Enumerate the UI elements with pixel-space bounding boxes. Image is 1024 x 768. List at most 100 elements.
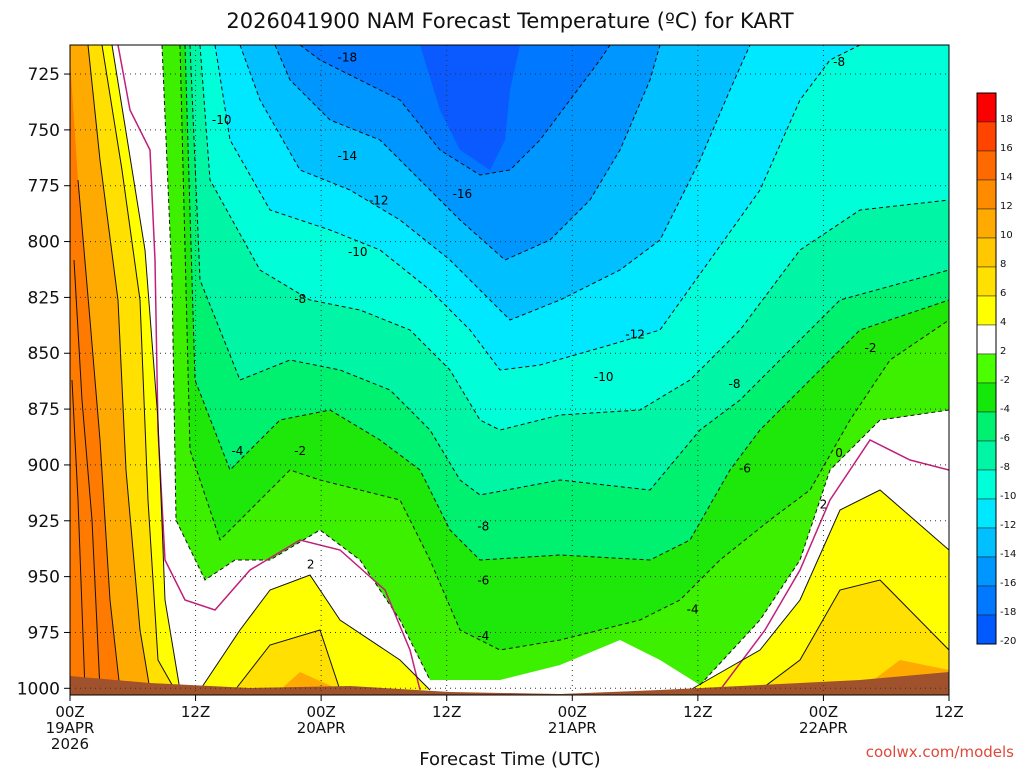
contour-label: -16 [453, 187, 473, 201]
contour-label: -8 [477, 520, 489, 534]
field-band-dark-orange [70, 60, 120, 690]
contour-plus4-mid [234, 629, 341, 691]
contour-plus8-left [77, 179, 121, 691]
dashed-contours [161, 45, 949, 686]
colorbar-swatch [976, 527, 997, 558]
colorbar-swatch [976, 469, 997, 500]
colorbar-swatch [976, 237, 997, 268]
colorbar-label: -2 [1000, 375, 1010, 386]
x-tick-label: 12Z [432, 703, 461, 721]
field-band-minus20 [420, 45, 520, 170]
y-axis: 725 750 775 800 825 850 875 900 925 950 975 1000 [17, 65, 70, 699]
colorbar-label: 12 [1000, 201, 1013, 212]
colorbar-swatch [976, 324, 997, 355]
y-tick-label: 875 [28, 400, 60, 420]
colorbar-swatch [976, 353, 997, 384]
colorbar-label: -18 [1000, 607, 1016, 618]
contour-label: -18 [337, 51, 357, 65]
contour-plus2-mid [199, 574, 431, 691]
x-tick-label: 19APR [46, 719, 95, 737]
x-tick-label: 12Z [683, 703, 712, 721]
colorbar-label: 6 [1000, 288, 1006, 299]
colorbar-label: -6 [1000, 433, 1010, 444]
y-tick-label: 800 [28, 233, 60, 253]
contour-plus12-left [71, 379, 86, 691]
colorbar-label: 4 [1000, 317, 1006, 328]
solid-contours [71, 45, 949, 691]
contour-plus10-left [73, 259, 101, 691]
colorbar-label: 10 [1000, 230, 1013, 241]
contour-plus2-left [111, 45, 181, 691]
colorbar-swatch [976, 179, 997, 210]
colorbar-label: -20 [1000, 636, 1016, 647]
colorbar-swatch [976, 498, 997, 529]
contour-minus8 [189, 45, 949, 496]
contour-label: -4 [231, 444, 243, 458]
contour-plus4-right [759, 579, 949, 691]
plot-frame [69, 44, 950, 696]
colorbar-swatch [976, 150, 997, 181]
x-tick-label: 00Z [55, 703, 84, 721]
terrain-band [70, 672, 949, 695]
contour-label: -6 [477, 573, 489, 587]
y-tick-label: 725 [28, 65, 60, 85]
y-tick-label: 925 [28, 512, 60, 532]
contour-label: -8 [833, 55, 845, 69]
colorbar-swatch [976, 411, 997, 442]
contour-label: 2 [820, 497, 828, 511]
colorbar-swatch [976, 295, 997, 326]
contour-label: -10 [348, 245, 368, 259]
y-tick-label: 750 [28, 121, 60, 141]
credit-text: coolwx.com/models [866, 743, 1014, 761]
colorbar-label: -14 [1000, 549, 1016, 560]
contour-label: -4 [477, 629, 489, 643]
colorbar-swatch [976, 614, 997, 645]
contour-minus6 [184, 45, 949, 561]
contour-label: -2 [865, 341, 877, 355]
contour-plus2-right [689, 489, 949, 691]
y-tick-label: 975 [28, 623, 60, 643]
chart-title: 2026041900 NAM Forecast Temperature (ºC)… [226, 9, 793, 33]
colorbar-swatch [976, 266, 997, 297]
colorbar-label: 14 [1000, 172, 1013, 183]
colorbar-label: 18 [1000, 114, 1013, 125]
colorbar-label: 16 [1000, 143, 1013, 154]
contour-minus14 [239, 45, 751, 321]
colorbar-swatch [976, 208, 997, 239]
contour-label: -12 [625, 328, 645, 342]
x-tick-label: 12Z [934, 703, 963, 721]
colorbar-label: -16 [1000, 578, 1016, 589]
contour-label: -8 [728, 377, 740, 391]
contour-minus4 [179, 45, 949, 651]
x-tick-label: 21APR [548, 719, 597, 737]
contour-plus4-left [101, 45, 176, 691]
colorbar-label: -12 [1000, 520, 1016, 531]
colorbar-label: -4 [1000, 404, 1010, 415]
y-tick-label: 825 [28, 288, 60, 308]
x-tick-label: 00Z [809, 703, 838, 721]
colorbar-swatch [976, 92, 997, 123]
colorbar-label: 2 [1000, 346, 1006, 357]
colorbar-swatch [976, 440, 997, 471]
x-tick-label: 2026 [51, 735, 89, 753]
colorbar-swatch [976, 382, 997, 413]
colorbar-label: -8 [1000, 462, 1010, 473]
y-tick-label: 775 [28, 177, 60, 197]
colorbar-frame [976, 92, 997, 645]
colorbar: 18 16 14 12 10 8 6 4 2 -2 -4 -6 -8 -10 -12 -14 -16 -18 -20 [976, 92, 1016, 647]
colorbar-swatch [976, 556, 997, 587]
contour-label: -6 [739, 462, 751, 476]
y-tick-label: 900 [28, 456, 60, 476]
contour-label: -14 [337, 149, 357, 163]
field-band-gold [70, 45, 949, 690]
contour-minus18 [299, 45, 611, 176]
x-tick-label: 00Z [558, 703, 587, 721]
x-tick-label: 20APR [297, 719, 346, 737]
x-axis-label: Forecast Time (UTC) [419, 749, 600, 768]
temperature-field [70, 45, 949, 695]
contour-minus16 [274, 45, 661, 261]
contour-label: -4 [687, 602, 699, 616]
contour-label: -10 [594, 370, 614, 384]
